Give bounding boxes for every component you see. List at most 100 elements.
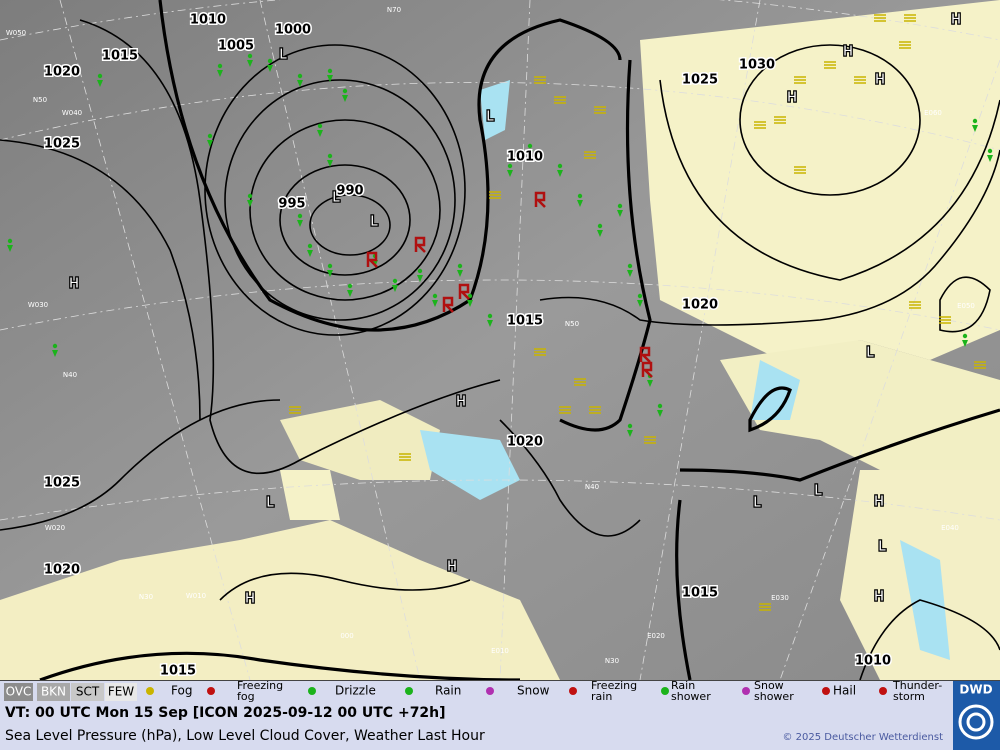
dwd-logo-text: DWD: [959, 683, 992, 697]
isobar: [679, 408, 1000, 482]
graticule: [259, 0, 421, 681]
rain-symbol: [317, 123, 323, 129]
pressure-center: L: [753, 496, 761, 511]
cloud-cover-label: SCT: [76, 685, 100, 699]
grid-label: N40: [63, 371, 77, 379]
rain-symbol: [97, 80, 103, 87]
rain-symbol: [247, 200, 253, 207]
pressure-center: L: [814, 484, 822, 499]
grid-label: N50: [565, 320, 579, 328]
rain-symbol: [317, 130, 323, 137]
rain-symbol: [267, 65, 273, 72]
rain-symbol: [297, 73, 303, 79]
rain-symbol: [247, 60, 253, 67]
isobar-label: 1010: [190, 13, 226, 28]
grid-label: W050: [6, 29, 26, 37]
rain-symbol: [627, 263, 633, 269]
rain-symbol: [487, 313, 493, 319]
rain-symbol: [527, 143, 533, 149]
rain-symbol: [577, 200, 583, 207]
pressure-center: L: [866, 346, 874, 361]
pressure-center: H: [843, 45, 853, 60]
rain-symbol: [507, 163, 513, 169]
rain-symbol: [392, 278, 398, 284]
rain-symbol: [247, 193, 253, 199]
map: 1010 1000 1005 1015 1020 1025 1030 1025 995 990 10…: [0, 0, 1000, 682]
rain-symbol: [487, 320, 493, 327]
isobar-label: 1020: [507, 435, 543, 450]
rain-symbol: [342, 88, 348, 94]
grid-label: N50: [33, 96, 47, 104]
isobar: [39, 651, 521, 682]
isobar-label: 1020: [44, 563, 80, 578]
graticule: [0, 0, 1000, 41]
rain-symbol: [657, 403, 663, 409]
legend-label: Freezing: [237, 679, 283, 692]
isobar-label: 1020: [682, 298, 718, 313]
graticule: [0, 279, 1000, 331]
rain-symbol: [327, 263, 333, 269]
cloud-cover-swatch: [105, 683, 137, 701]
copyright: © 2025 Deutscher Wetterdienst: [782, 732, 943, 743]
rain-symbol: [972, 118, 978, 124]
legend-label: storm: [893, 690, 925, 703]
pressure-center: L: [266, 496, 274, 511]
legend-icon: [822, 687, 830, 695]
grid-label: E060: [924, 109, 942, 117]
isobar: [675, 499, 692, 681]
legend-label: rain: [591, 690, 612, 703]
rain-symbol: [467, 293, 473, 299]
rain-symbol: [327, 75, 333, 82]
grid-label: W010: [186, 592, 206, 600]
rain-symbol: [307, 243, 313, 249]
grid-label: N40: [585, 483, 599, 491]
pressure-center: L: [279, 48, 287, 63]
rain-symbol: [617, 203, 623, 209]
isobar-label: 1030: [739, 58, 775, 73]
isobar-label: 1005: [218, 39, 254, 54]
grid-label: N30: [139, 593, 153, 601]
isobar-label: 1010: [507, 150, 543, 165]
rain-symbol: [217, 70, 223, 77]
sea: [900, 540, 950, 660]
grid-label: W020: [45, 524, 65, 532]
grid-label: W030: [28, 301, 48, 309]
isobar: [224, 79, 456, 321]
isobar: [0, 399, 281, 531]
pressure-center: H: [456, 395, 466, 410]
legend-label: Drizzle: [335, 684, 376, 698]
pressure-center: L: [370, 215, 378, 230]
legend-icon: [742, 687, 750, 695]
rain-symbol: [972, 125, 978, 132]
rain-symbol: [597, 223, 603, 229]
isobar-label: 1015: [507, 314, 543, 329]
legend-icon: [486, 687, 494, 695]
pressure-center: H: [447, 560, 457, 575]
isobar-label: 1025: [682, 73, 718, 88]
rain-symbol: [467, 300, 473, 307]
cloud-cover-label: FEW: [108, 685, 134, 699]
isobar-label: 1015: [160, 664, 196, 679]
description: Sea Level Pressure (hPa), Low Level Clou…: [5, 728, 485, 744]
rain-symbol: [962, 333, 968, 339]
cloud-cover-label: BKN: [41, 685, 66, 699]
dwd-logo-swirl: [958, 704, 994, 740]
legend-label: Hail: [833, 684, 856, 698]
isobar: [539, 149, 1000, 326]
rain-symbol: [297, 213, 303, 219]
legend-icon: [405, 687, 413, 695]
legend-label: shower: [671, 690, 711, 703]
land-clear: [640, 0, 1000, 360]
isobar-label: 1025: [44, 476, 80, 491]
rain-symbol: [247, 53, 253, 59]
legend-label: Rain: [435, 684, 461, 698]
isobar-label: 1025: [44, 137, 80, 152]
legend-label: fog: [237, 690, 255, 703]
cloud-cover-swatch: [4, 683, 33, 701]
thunderstorm-symbol: [639, 346, 651, 363]
pressure-center: L: [878, 540, 886, 555]
rain-symbol: [617, 210, 623, 217]
rain-symbol: [557, 170, 563, 177]
rain-symbol: [962, 340, 968, 347]
